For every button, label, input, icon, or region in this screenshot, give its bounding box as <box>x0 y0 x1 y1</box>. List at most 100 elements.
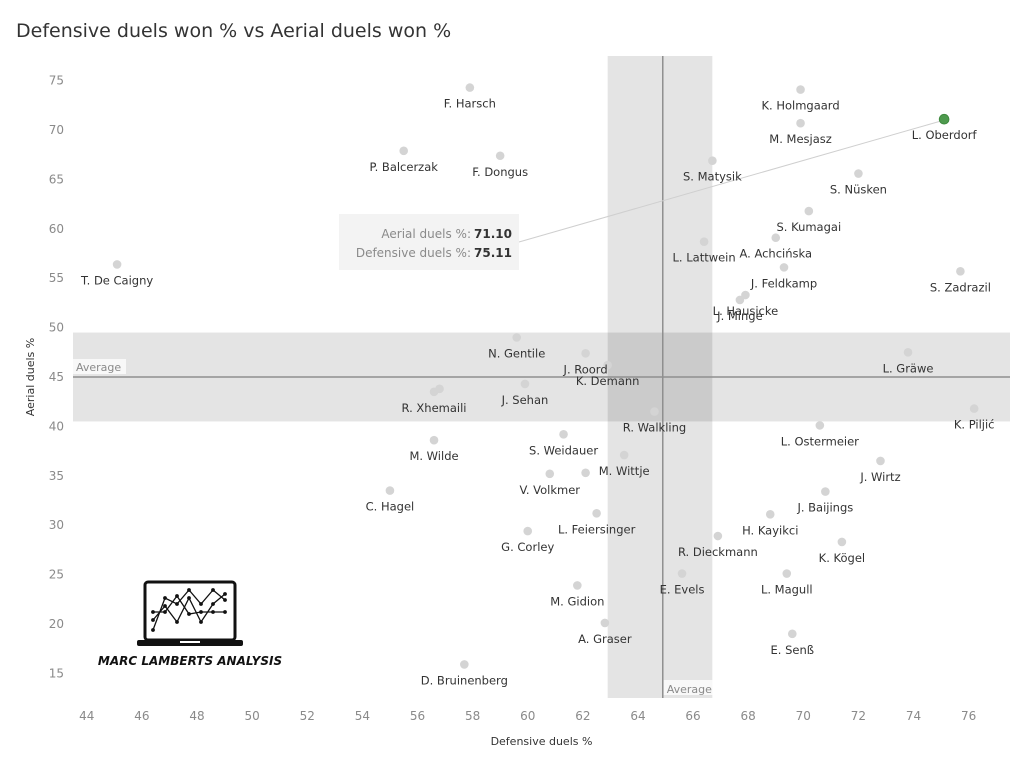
point-label: T. De Caigny <box>80 273 153 287</box>
y-axis-ticks: 15 20 25 30 35 40 45 50 55 60 65 70 75 <box>49 74 64 681</box>
point-label: G. Corley <box>501 540 554 554</box>
point-label: H. Kayikci <box>742 523 798 537</box>
data-point[interactable] <box>603 360 612 370</box>
data-points <box>112 83 979 669</box>
point-label: M. Gidion <box>550 594 604 608</box>
point-label: K. Kögel <box>819 551 865 565</box>
data-point[interactable] <box>385 486 395 495</box>
data-point[interactable] <box>956 267 965 276</box>
data-point[interactable] <box>545 469 555 479</box>
y-tick-label: 35 <box>49 469 64 483</box>
data-point[interactable] <box>765 509 775 519</box>
data-point[interactable] <box>399 146 409 156</box>
point-label: V. Volkmer <box>519 483 580 497</box>
data-point[interactable] <box>512 333 521 342</box>
data-point[interactable] <box>650 407 659 416</box>
point-label: D. Bruinenberg <box>421 673 508 687</box>
data-point[interactable] <box>821 487 830 496</box>
x-tick-label: 72 <box>851 709 866 723</box>
data-point[interactable] <box>837 537 847 547</box>
x-tick-label: 48 <box>189 709 204 723</box>
point-label: S. Zadrazil <box>930 280 991 294</box>
x-tick-label: 56 <box>410 709 425 723</box>
point-label: L. Ostermeier <box>781 434 859 448</box>
point-label: L. Oberdorf <box>912 128 978 142</box>
point-label: F. Harsch <box>444 97 496 111</box>
point-label: M. Mesjasz <box>769 132 832 146</box>
x-tick-label: 44 <box>79 709 94 723</box>
data-point[interactable] <box>520 379 530 389</box>
data-point[interactable] <box>592 509 601 518</box>
point-label: A. Achcińska <box>739 247 812 261</box>
data-point[interactable] <box>782 569 792 578</box>
y-tick-label: 70 <box>49 123 64 137</box>
data-point[interactable] <box>429 435 439 445</box>
y-tick-label: 55 <box>49 271 64 285</box>
data-point[interactable] <box>771 233 781 243</box>
data-point[interactable] <box>787 629 797 639</box>
point-label: C. Hagel <box>366 500 415 514</box>
data-point[interactable] <box>903 348 913 357</box>
data-point[interactable] <box>699 237 709 246</box>
data-point[interactable] <box>581 348 590 358</box>
data-point[interactable] <box>523 526 533 536</box>
x-average-label: Average <box>667 683 712 696</box>
point-label: R. Walkling <box>623 421 686 435</box>
data-point[interactable] <box>708 156 717 165</box>
point-labels: F. Harsch K. Holmgaard M. Mesjasz L. Oberdo… <box>80 97 995 688</box>
data-point[interactable] <box>619 450 629 460</box>
y-tick-label: 25 <box>49 568 64 582</box>
data-point[interactable] <box>854 169 863 178</box>
data-point[interactable] <box>779 263 789 272</box>
point-label: S. Weidauer <box>529 443 598 457</box>
data-point[interactable] <box>741 290 750 300</box>
data-point[interactable] <box>559 429 568 439</box>
point-label: J. Sehan <box>501 393 549 407</box>
data-point[interactable] <box>713 531 723 541</box>
x-axis-label: Defensive duels % <box>491 735 593 748</box>
point-label: S. Nüsken <box>830 183 887 197</box>
point-label: L. Gräwe <box>883 361 934 375</box>
x-tick-label: 74 <box>906 709 921 723</box>
data-point[interactable] <box>876 456 885 466</box>
point-label: E. Evels <box>660 583 705 597</box>
x-axis-ticks: 44 46 48 50 52 54 56 58 60 62 64 66 68 70 72 74 76 <box>79 709 976 723</box>
data-point[interactable] <box>735 295 745 305</box>
point-label: J. Wirtz <box>859 470 900 484</box>
tooltip-box <box>339 214 519 270</box>
data-point[interactable] <box>581 468 590 478</box>
data-point[interactable] <box>465 83 475 92</box>
point-label: P. Balcerzak <box>369 160 438 174</box>
data-point[interactable] <box>815 421 825 430</box>
data-point[interactable] <box>435 384 444 394</box>
data-point[interactable] <box>600 618 610 628</box>
data-point[interactable] <box>460 660 469 669</box>
data-point[interactable] <box>796 118 805 128</box>
x-tick-label: 52 <box>300 709 315 723</box>
brand-logo: MARC LAMBERTS ANALYSIS <box>98 580 282 668</box>
point-label: L. Feiersinger <box>558 522 636 536</box>
x-tick-label: 60 <box>520 709 535 723</box>
point-label: A. Graser <box>578 632 632 646</box>
data-point[interactable] <box>938 113 950 125</box>
data-point[interactable] <box>969 404 979 413</box>
point-label: N. Gentile <box>488 346 545 360</box>
data-point[interactable] <box>112 260 122 269</box>
data-point[interactable] <box>677 569 687 578</box>
chart-title: Defensive duels won % vs Aerial duels wo… <box>16 20 452 42</box>
data-point[interactable] <box>796 85 805 94</box>
data-point[interactable] <box>495 151 505 161</box>
point-label: J. Roord <box>563 362 608 376</box>
point-label: S. Matysik <box>683 170 742 184</box>
data-point[interactable] <box>573 581 582 590</box>
x-tick-label: 46 <box>134 709 149 723</box>
tooltip-value: 75.11 <box>474 246 512 260</box>
point-label: F. Dongus <box>472 165 528 179</box>
data-point[interactable] <box>804 206 814 216</box>
x-tick-label: 70 <box>796 709 811 723</box>
point-label: J. Feldkamp <box>750 276 817 290</box>
point-label: R. Xhemaili <box>402 401 467 415</box>
y-axis-label: Aerial duels % <box>24 338 37 416</box>
y-tick-label: 15 <box>49 666 64 680</box>
